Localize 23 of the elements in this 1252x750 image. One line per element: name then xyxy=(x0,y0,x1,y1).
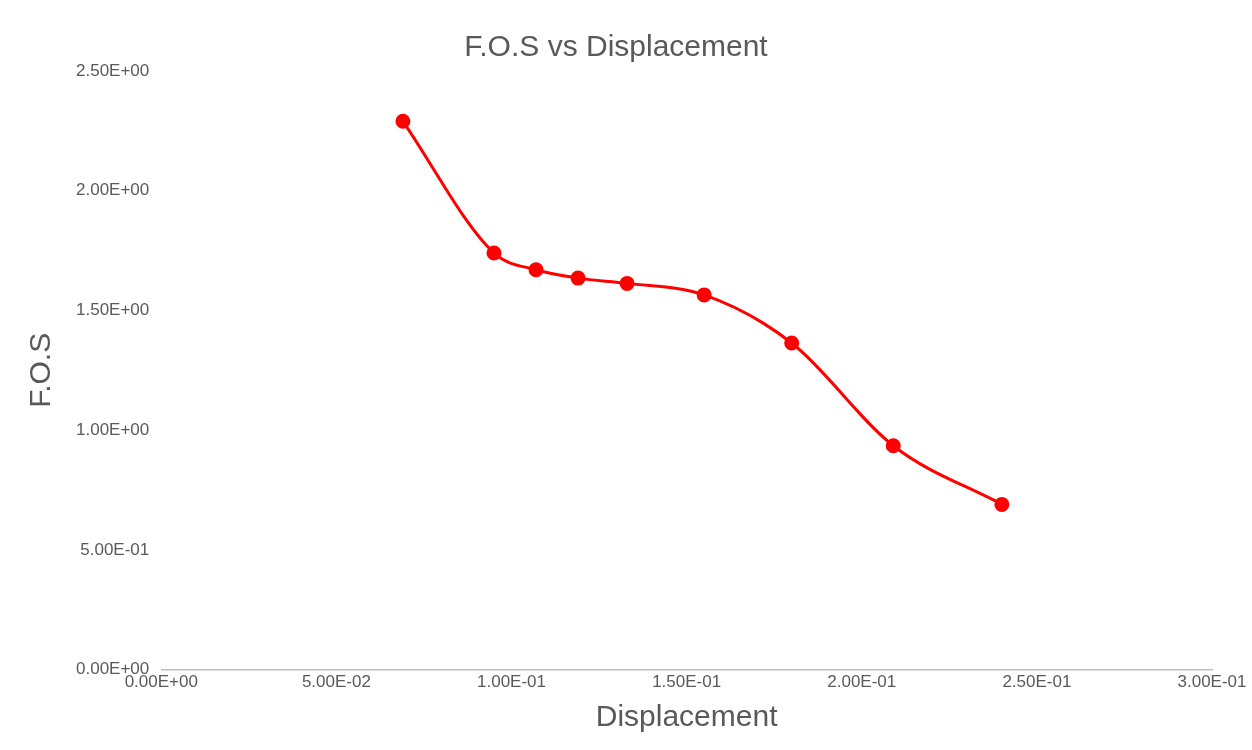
point xyxy=(486,245,502,261)
x-tick-label: 1.50E-01 xyxy=(652,672,722,692)
y-tick-label: 1.00E+00 xyxy=(76,419,150,439)
point xyxy=(696,287,712,303)
x-tick-label: 2.50E-01 xyxy=(1002,672,1072,692)
chart-title: F.O.S vs Displacement xyxy=(464,29,769,63)
x-tick-label: 5.00E-02 xyxy=(301,672,371,692)
point xyxy=(570,270,586,286)
x-tick-label: 2.00E-01 xyxy=(827,672,897,692)
y-tick-label: 1.50E+00 xyxy=(76,300,150,320)
x-tick-label: 1.00E-01 xyxy=(477,672,547,692)
point xyxy=(528,262,544,278)
point xyxy=(784,335,800,351)
x-axis-title: Displacement xyxy=(595,699,779,733)
y-tick-label: 2.00E+00 xyxy=(76,180,150,200)
y-tick-label: 2.50E+00 xyxy=(76,60,150,80)
y-axis-title: F.O.S xyxy=(23,332,57,408)
x-tick-label: 3.00E-01 xyxy=(1177,672,1247,692)
point xyxy=(885,438,901,454)
point xyxy=(994,496,1010,512)
y-tick-label: 5.00E-01 xyxy=(80,539,150,559)
point xyxy=(619,275,635,291)
point xyxy=(395,113,411,129)
